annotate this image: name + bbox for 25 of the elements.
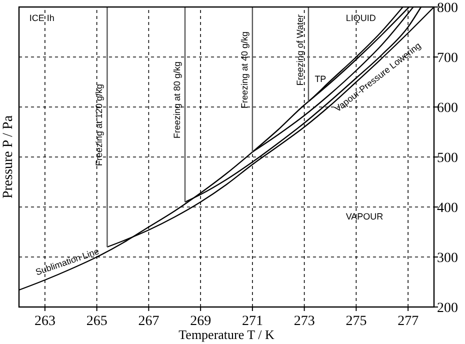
y-tick-label: 600 [437,101,458,116]
annotation: Freezing at 80 g/kg [172,61,182,139]
x-tick-label: 263 [34,314,56,329]
annotation: Freezing at 120 g/kg [94,84,104,166]
x-axis-title: Temperature T / K [178,327,275,342]
x-tick-label: 271 [242,314,263,329]
y-tick-label: 300 [437,251,458,266]
y-tick-label: 400 [437,201,458,216]
x-tick-label: 265 [86,314,108,329]
x-tick-label: 275 [346,314,367,329]
y-tick-label: 200 [437,301,458,316]
x-tick-label: 269 [190,314,212,329]
x-tick-label: 273 [294,314,315,329]
y-tick-label: 500 [437,151,458,166]
y-axis-title: Pressure P / Pa [1,114,16,199]
annotation: VAPOUR [346,212,384,222]
annotation: ICE Ih [29,13,54,23]
y-tick-label: 700 [437,51,458,66]
x-tick-label: 277 [398,314,419,329]
annotation: LIQUID [346,13,376,23]
annotation: Freezing at 40 g/kg [239,31,250,109]
y-tick-label: 800 [437,1,458,16]
x-tick-label: 267 [138,314,160,329]
annotation: TP [314,74,326,84]
annotation: Freezing of Water [295,14,306,86]
